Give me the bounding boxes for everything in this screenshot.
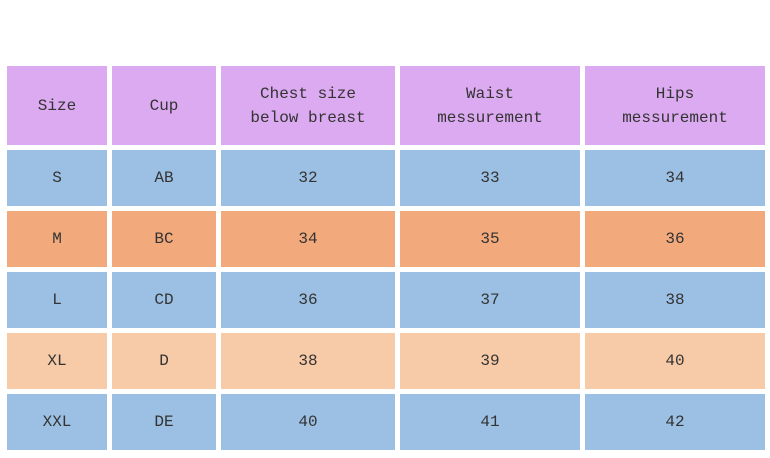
column-header-hips: Hips messurement xyxy=(585,66,765,145)
cell-hips: 36 xyxy=(585,211,765,267)
cell-waist: 41 xyxy=(400,394,580,450)
column-header-cup: Cup xyxy=(112,66,216,145)
cell-cup: AB xyxy=(112,150,216,206)
cell-waist: 35 xyxy=(400,211,580,267)
cell-cup: BC xyxy=(112,211,216,267)
cell-cup: DE xyxy=(112,394,216,450)
table-body: S AB 32 33 34 M BC 34 35 36 L CD 36 37 38 XL D 38 39 40 XXL D… xyxy=(7,150,765,450)
table-row: L CD 36 37 38 xyxy=(7,272,765,328)
table-row: M BC 34 35 36 xyxy=(7,211,765,267)
cell-waist: 33 xyxy=(400,150,580,206)
cell-chest: 36 xyxy=(221,272,395,328)
column-header-size: Size xyxy=(7,66,107,145)
table-header: Size Cup Chest size below breast Waist mess… xyxy=(7,66,765,145)
cell-waist: 39 xyxy=(400,333,580,389)
cell-waist: 37 xyxy=(400,272,580,328)
column-header-waist: Waist messurement xyxy=(400,66,580,145)
size-chart-table: Size Cup Chest size below breast Waist mess… xyxy=(2,61,770,455)
cell-hips: 38 xyxy=(585,272,765,328)
cell-chest: 40 xyxy=(221,394,395,450)
cell-cup: CD xyxy=(112,272,216,328)
column-header-chest: Chest size below breast xyxy=(221,66,395,145)
table-row: XXL DE 40 41 42 xyxy=(7,394,765,450)
cell-chest: 32 xyxy=(221,150,395,206)
cell-size: XL xyxy=(7,333,107,389)
cell-hips: 40 xyxy=(585,333,765,389)
table-row: XL D 38 39 40 xyxy=(7,333,765,389)
cell-hips: 42 xyxy=(585,394,765,450)
table-row: S AB 32 33 34 xyxy=(7,150,765,206)
cell-cup: D xyxy=(112,333,216,389)
header-row: Size Cup Chest size below breast Waist mess… xyxy=(7,66,765,145)
cell-size: S xyxy=(7,150,107,206)
cell-size: M xyxy=(7,211,107,267)
cell-size: L xyxy=(7,272,107,328)
cell-hips: 34 xyxy=(585,150,765,206)
cell-chest: 34 xyxy=(221,211,395,267)
cell-chest: 38 xyxy=(221,333,395,389)
cell-size: XXL xyxy=(7,394,107,450)
